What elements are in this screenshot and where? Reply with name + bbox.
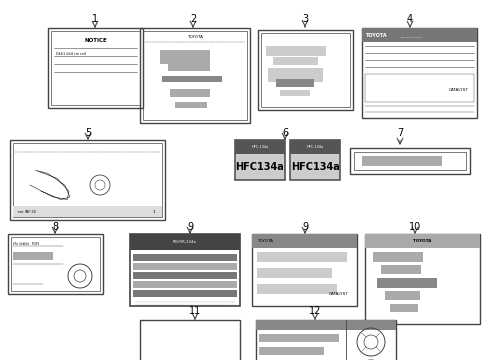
Bar — [13, 252, 53, 260]
Text: 11: 11 — [188, 306, 201, 316]
Text: 5: 5 — [85, 128, 91, 138]
Bar — [389, 304, 417, 312]
Text: TOYOTA: TOYOTA — [365, 32, 387, 37]
Bar — [235, 140, 285, 154]
Bar — [10, 140, 164, 220]
Bar — [361, 28, 476, 42]
Bar — [361, 28, 476, 118]
Bar — [168, 63, 209, 71]
Bar — [133, 272, 237, 279]
Text: R//////R-134a: R//////R-134a — [173, 240, 197, 244]
Bar — [13, 206, 162, 217]
Bar — [364, 74, 473, 102]
Text: 10: 10 — [408, 222, 420, 232]
Bar — [48, 28, 142, 108]
Bar — [289, 140, 339, 154]
Bar — [259, 347, 324, 355]
Text: TOYOTA: TOYOTA — [257, 239, 272, 243]
Bar — [353, 152, 465, 170]
Text: 9: 9 — [186, 222, 193, 232]
Text: CATALYST: CATALYST — [448, 88, 468, 92]
Text: HFC134a: HFC134a — [290, 162, 339, 172]
Bar — [142, 31, 246, 120]
Bar — [280, 90, 309, 96]
Text: 12: 12 — [308, 306, 321, 316]
Text: HFC-134a: HFC-134a — [251, 145, 268, 149]
Bar — [133, 263, 237, 270]
Bar — [289, 140, 339, 180]
Bar — [289, 140, 339, 180]
Text: 4: 4 — [406, 14, 412, 24]
Bar — [257, 252, 346, 262]
Bar — [380, 265, 420, 274]
Bar — [140, 28, 249, 123]
Bar — [275, 79, 313, 87]
Bar — [51, 31, 140, 105]
Bar — [384, 291, 419, 300]
Text: 3: 3 — [301, 14, 307, 24]
Text: 6: 6 — [282, 128, 287, 138]
Text: TOYOTA: TOYOTA — [412, 239, 431, 243]
Bar — [170, 89, 209, 97]
Bar — [11, 237, 100, 291]
Bar — [257, 284, 336, 294]
Bar — [251, 234, 356, 306]
Bar — [235, 140, 285, 180]
Text: TOYOTA: TOYOTA — [186, 35, 203, 39]
Bar — [349, 148, 469, 174]
Bar — [160, 50, 209, 64]
Bar — [258, 30, 352, 110]
Bar — [257, 268, 331, 278]
Text: 8: 8 — [52, 222, 58, 232]
Text: Dkk1 kk4 rre re4: Dkk1 kk4 rre re4 — [56, 52, 86, 56]
Bar — [133, 290, 237, 297]
Text: NOTICE: NOTICE — [84, 37, 107, 42]
Bar — [13, 143, 162, 217]
Bar — [267, 68, 323, 82]
Text: kPa  kkkkkk   PQRS: kPa kkkkkk PQRS — [13, 241, 39, 245]
Bar — [133, 254, 237, 261]
Text: 7: 7 — [396, 128, 402, 138]
Bar — [130, 234, 240, 306]
Bar — [372, 252, 422, 262]
Bar — [256, 320, 395, 360]
Text: 2: 2 — [189, 14, 196, 24]
Text: ser INF-55: ser INF-55 — [18, 210, 36, 214]
Bar — [376, 278, 436, 288]
Bar — [364, 234, 479, 248]
Text: _______ _____: _______ _____ — [399, 33, 421, 37]
Text: 9: 9 — [301, 222, 307, 232]
Bar — [259, 334, 338, 342]
Text: HFC134a: HFC134a — [235, 162, 284, 172]
Text: 1: 1 — [92, 14, 98, 24]
Bar — [265, 46, 325, 56]
Bar — [8, 234, 103, 294]
Bar — [162, 76, 222, 82]
Bar — [361, 156, 441, 166]
Bar — [364, 234, 479, 324]
Text: HFC-134a: HFC-134a — [306, 145, 323, 149]
Bar — [261, 33, 349, 107]
Bar — [251, 234, 356, 248]
Bar — [175, 102, 206, 108]
Text: 1: 1 — [152, 210, 155, 214]
Bar — [235, 140, 285, 180]
Bar — [130, 234, 240, 250]
Text: CATALYST: CATALYST — [328, 292, 348, 296]
Bar — [140, 320, 240, 360]
Bar — [133, 281, 237, 288]
Bar — [256, 320, 395, 330]
Bar — [272, 57, 317, 65]
